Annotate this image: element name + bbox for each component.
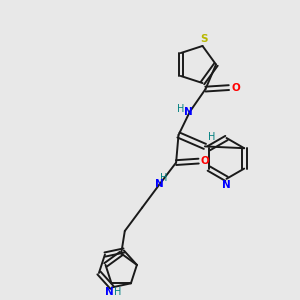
Text: O: O	[201, 156, 210, 166]
Text: H: H	[160, 172, 167, 183]
Text: H: H	[114, 287, 121, 297]
Text: N: N	[184, 107, 193, 117]
Text: O: O	[231, 82, 240, 93]
Text: H: H	[208, 132, 215, 142]
Text: N: N	[105, 287, 113, 297]
Text: H: H	[177, 104, 184, 114]
Text: N: N	[222, 180, 231, 190]
Text: S: S	[200, 34, 208, 44]
Text: N: N	[155, 179, 164, 189]
